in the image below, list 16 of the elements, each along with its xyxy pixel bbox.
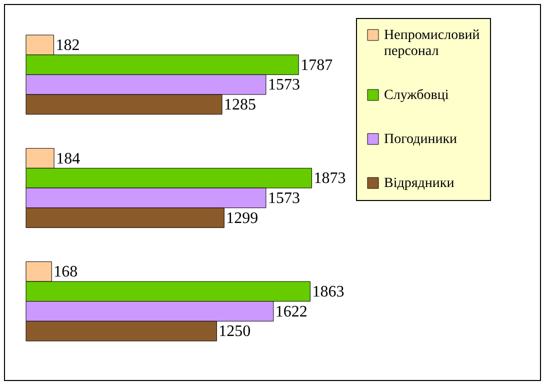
data-label: 1873 bbox=[314, 170, 346, 188]
legend-label: Погодиники bbox=[384, 132, 458, 147]
data-label: 1285 bbox=[224, 96, 256, 114]
data-label: 1863 bbox=[312, 283, 344, 300]
data-label: 182 bbox=[56, 36, 80, 54]
data-label: 1573 bbox=[268, 76, 300, 94]
data-label: 1622 bbox=[275, 303, 308, 320]
data-label: 1787 bbox=[300, 56, 333, 74]
data-label: 1299 bbox=[226, 210, 258, 227]
legend-label: Відрядники bbox=[384, 176, 455, 191]
legend-label: Службовці bbox=[384, 88, 449, 103]
data-label: 1250 bbox=[218, 323, 251, 340]
legend-label: Непромисловий персонал bbox=[384, 28, 480, 59]
data-label: 1573 bbox=[268, 190, 300, 207]
data-label: 168 bbox=[54, 264, 78, 281]
data-label: 184 bbox=[56, 150, 80, 168]
